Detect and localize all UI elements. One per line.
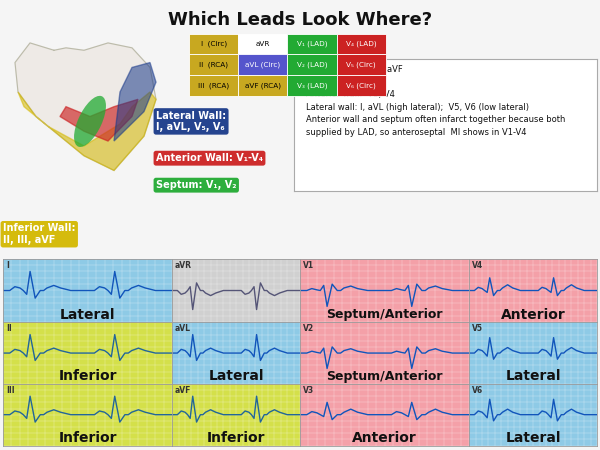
Text: Inferior: Inferior [58,369,117,383]
Text: I: I [7,261,9,270]
Text: V6: V6 [472,386,483,395]
Text: Lateral: Lateral [505,369,561,383]
Text: Lateral: Lateral [208,369,264,383]
Text: Inferior: Inferior [207,431,265,445]
Text: V₆ (Circ): V₆ (Circ) [346,82,376,89]
Text: V1: V1 [304,261,314,270]
Text: I  (Circ): I (Circ) [200,41,227,47]
Text: Inferior: Inferior [58,431,117,445]
Text: aVF: aVF [175,386,191,395]
Text: Inferior Wall:
II, III, aVF: Inferior Wall: II, III, aVF [3,223,76,245]
Text: Septum/Anterior: Septum/Anterior [326,370,443,383]
Text: V₅ (Circ): V₅ (Circ) [346,62,376,68]
Text: III: III [7,386,15,395]
Ellipse shape [74,96,106,147]
Text: aVL: aVL [175,324,191,333]
Text: aVL (Circ): aVL (Circ) [245,62,280,68]
Text: V2: V2 [304,324,314,333]
Text: aVR: aVR [256,41,270,47]
Text: Anterior: Anterior [352,431,417,445]
Text: Lateral: Lateral [505,431,561,445]
Text: V5: V5 [472,324,483,333]
Text: Septum/Anterior: Septum/Anterior [326,308,443,321]
Text: Anterior Wall: V₁-V₄: Anterior Wall: V₁-V₄ [156,153,263,163]
Text: Septum: V₁, V₂: Septum: V₁, V₂ [156,180,236,190]
Text: III  (RCA): III (RCA) [198,82,229,89]
Text: Anterior: Anterior [501,308,566,322]
Polygon shape [114,63,156,141]
Text: II: II [7,324,12,333]
Text: Inferior wall: II, III,  aVF
Septum: V1, V2
Anterior wall:  V3, V4
Lateral wall:: Inferior wall: II, III, aVF Septum: V1, … [306,65,565,137]
Text: V₃ (LAD): V₃ (LAD) [297,82,327,89]
Text: V3: V3 [304,386,314,395]
Text: Which Leads Look Where?: Which Leads Look Where? [168,11,432,29]
Text: Lateral Wall:
I, aVL, V₅, V₆: Lateral Wall: I, aVL, V₅, V₆ [156,111,226,132]
Text: aVR: aVR [175,261,192,270]
Text: V₂ (LAD): V₂ (LAD) [297,62,327,68]
Text: V₄ (LAD): V₄ (LAD) [346,41,377,47]
Polygon shape [18,92,156,171]
Text: Lateral: Lateral [60,308,115,322]
Text: V4: V4 [472,261,483,270]
Text: II  (RCA): II (RCA) [199,62,228,68]
Polygon shape [60,99,138,141]
Text: aVF (RCA): aVF (RCA) [245,82,281,89]
Text: V₁ (LAD): V₁ (LAD) [297,41,327,47]
Polygon shape [15,43,156,171]
